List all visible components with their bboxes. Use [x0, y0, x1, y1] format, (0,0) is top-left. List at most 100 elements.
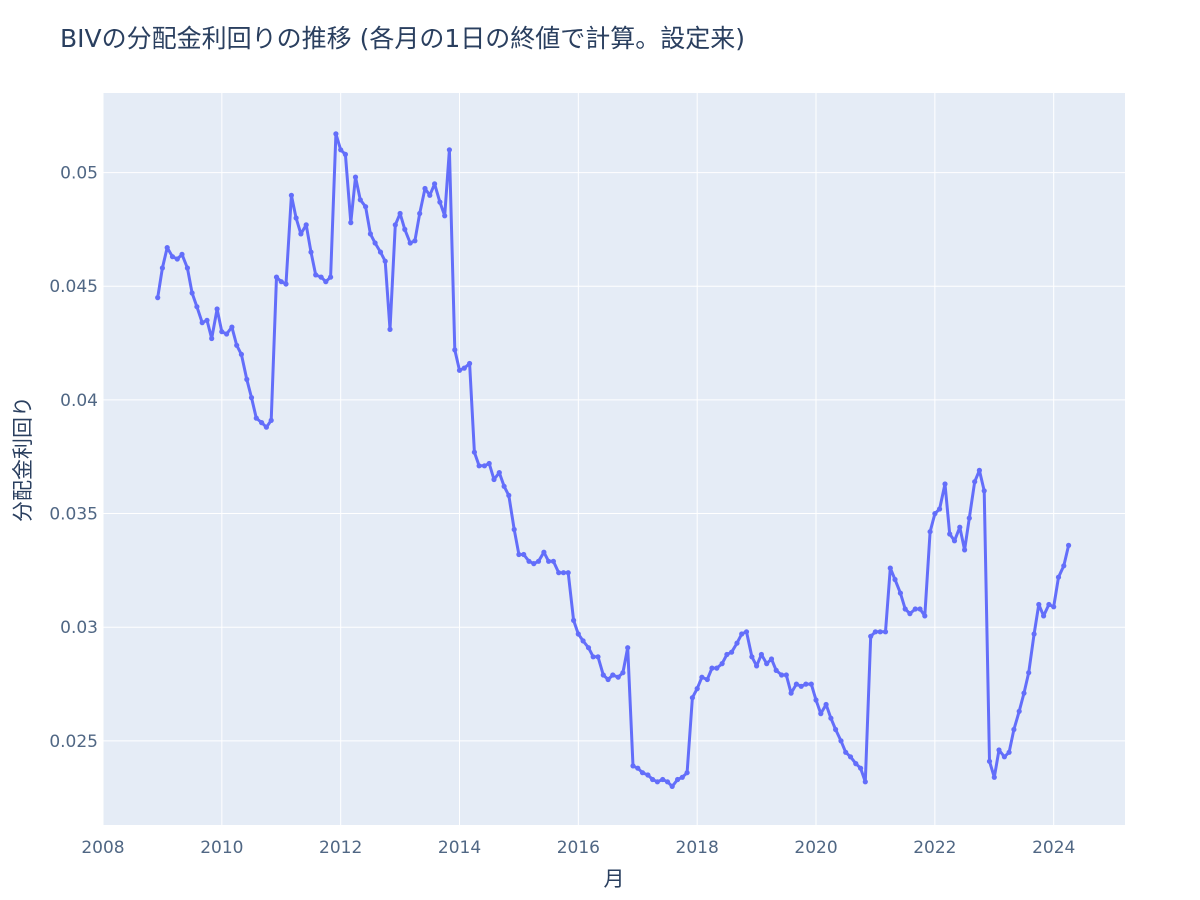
- data-point: [224, 331, 230, 337]
- data-point: [348, 220, 354, 226]
- data-point: [764, 661, 770, 667]
- data-point: [590, 654, 596, 660]
- data-point: [937, 506, 943, 512]
- data-point: [743, 629, 750, 635]
- data-point: [372, 240, 378, 246]
- data-point: [422, 185, 428, 192]
- chart-title: BIVの分配金利回りの推移 (各月の1日の終値で計算。設定来): [60, 24, 745, 53]
- data-point: [407, 240, 413, 246]
- data-point: [189, 290, 195, 296]
- data-point: [585, 645, 592, 651]
- data-point: [1031, 631, 1037, 637]
- data-point: [947, 531, 953, 537]
- data-point: [872, 629, 879, 635]
- data-point: [308, 249, 314, 255]
- data-point: [486, 460, 492, 467]
- data-point: [417, 210, 423, 217]
- data-point: [333, 131, 339, 137]
- data-point: [610, 672, 616, 678]
- data-point: [600, 672, 606, 678]
- data-point: [828, 715, 834, 721]
- data-point: [957, 524, 963, 530]
- data-point: [877, 629, 883, 635]
- data-point: [155, 295, 161, 301]
- data-point: [902, 606, 908, 612]
- data-point: [456, 367, 463, 373]
- data-point: [159, 265, 165, 271]
- data-point: [907, 611, 913, 617]
- data-point: [942, 481, 948, 487]
- data-point: [432, 181, 438, 187]
- data-point: [927, 529, 933, 535]
- data-point: [625, 645, 631, 651]
- data-point: [565, 570, 571, 576]
- data-point: [1001, 754, 1008, 760]
- data-point: [699, 674, 705, 680]
- data-point: [882, 629, 889, 635]
- y-tick-label: 0.03: [60, 618, 98, 638]
- data-point: [739, 631, 745, 637]
- data-point: [615, 674, 621, 680]
- data-point: [397, 210, 403, 217]
- data-point: [966, 515, 972, 521]
- data-point: [318, 274, 324, 280]
- data-point: [437, 199, 443, 205]
- data-point: [580, 638, 586, 644]
- data-point: [1036, 601, 1042, 608]
- data-point: [773, 667, 779, 674]
- data-point: [531, 561, 537, 567]
- data-point: [244, 376, 250, 382]
- data-point: [734, 640, 740, 646]
- data-point: [442, 213, 448, 219]
- data-point: [892, 576, 898, 583]
- data-point: [1011, 726, 1017, 733]
- data-point: [635, 765, 641, 771]
- data-point: [645, 772, 651, 778]
- x-tick-label: 2010: [200, 838, 243, 858]
- data-point: [496, 470, 502, 476]
- y-axis-ticks: 0.025 0.03 0.035 0.04 0.045 0.05: [49, 164, 98, 752]
- data-point: [1026, 670, 1032, 676]
- data-point: [367, 231, 373, 237]
- data-point: [650, 776, 656, 783]
- data-point: [164, 245, 170, 251]
- data-point: [1051, 604, 1057, 610]
- data-point: [996, 747, 1002, 753]
- data-point: [298, 231, 304, 237]
- data-point: [550, 558, 557, 564]
- data-point: [259, 420, 265, 426]
- data-point: [917, 606, 923, 612]
- data-point: [1016, 708, 1022, 714]
- data-point: [991, 774, 997, 780]
- data-point: [471, 449, 477, 455]
- data-point: [783, 672, 789, 678]
- data-point: [1041, 613, 1047, 619]
- data-point: [174, 256, 180, 262]
- y-tick-label: 0.05: [60, 164, 98, 184]
- x-gridlines: [102, 93, 1055, 825]
- data-point: [234, 342, 240, 348]
- data-point: [288, 192, 294, 198]
- data-point: [278, 279, 284, 285]
- x-tick-label: 2022: [913, 838, 956, 858]
- data-point: [446, 147, 452, 153]
- data-point: [461, 365, 467, 371]
- x-axis-title: 月: [604, 867, 625, 891]
- data-point: [847, 754, 854, 760]
- data-point: [788, 690, 794, 696]
- data-point: [571, 617, 577, 624]
- data-point: [689, 695, 696, 701]
- data-point: [328, 274, 334, 280]
- data-point: [922, 613, 928, 619]
- data-point: [675, 776, 681, 783]
- data-point: [526, 558, 532, 564]
- data-point: [986, 758, 993, 764]
- data-point: [363, 204, 369, 210]
- y-axis-title: 分配金利回り: [11, 396, 35, 522]
- data-point: [303, 222, 309, 228]
- data-point: [204, 317, 210, 323]
- data-point: [199, 320, 205, 326]
- x-tick-label: 2020: [794, 838, 837, 858]
- data-point: [793, 681, 800, 687]
- data-point: [293, 215, 299, 221]
